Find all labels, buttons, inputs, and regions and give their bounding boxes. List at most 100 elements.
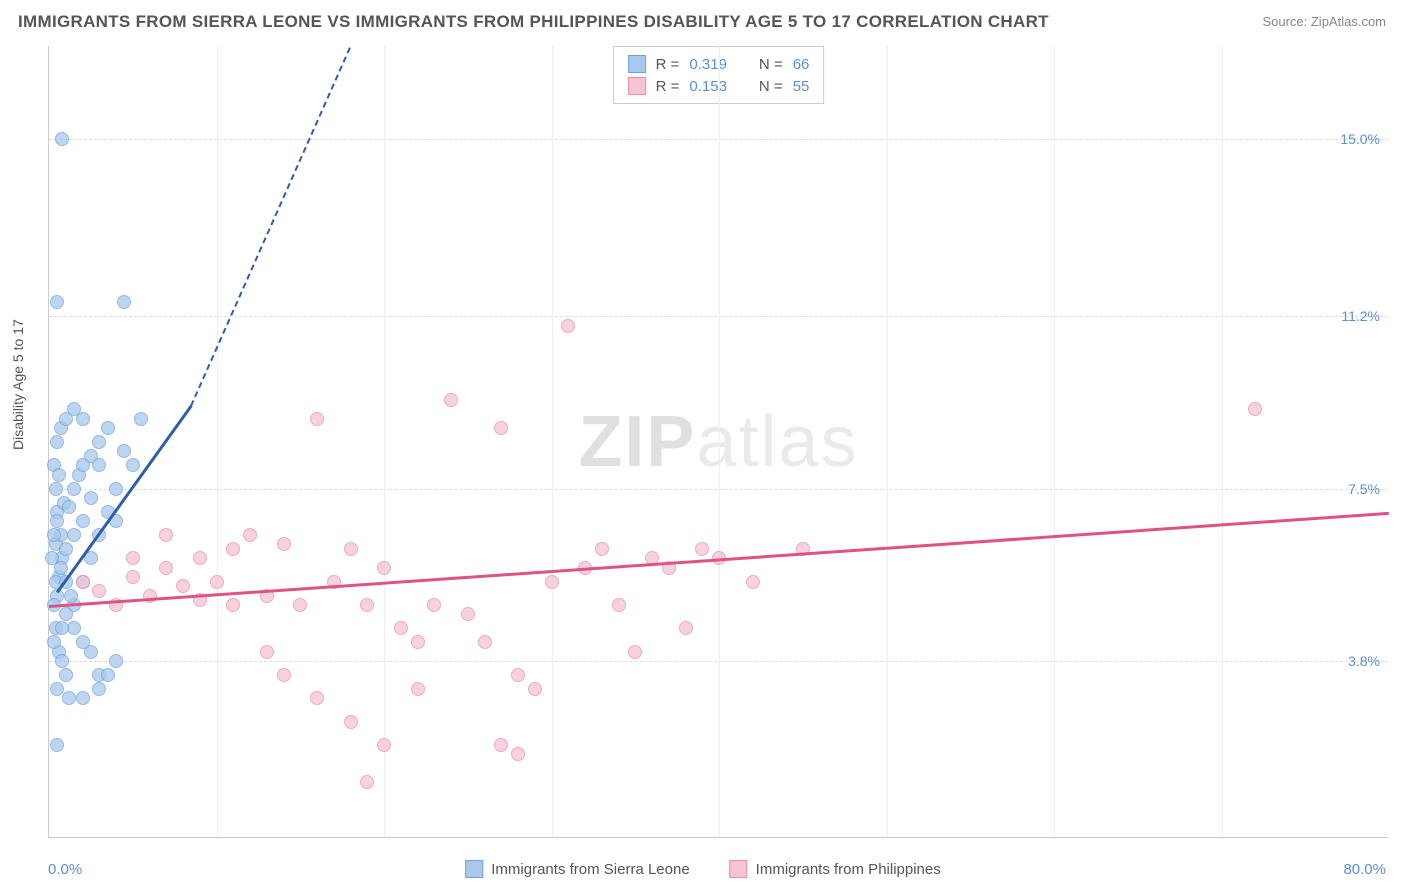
stat-r-label: R = <box>656 56 680 73</box>
legend-item: Immigrants from Philippines <box>730 860 941 878</box>
stat-r-label: R = <box>656 78 680 95</box>
stat-r-value: 0.319 <box>689 56 727 73</box>
scatter-point <box>210 575 224 589</box>
scatter-point <box>84 491 98 505</box>
legend-label: Immigrants from Sierra Leone <box>491 861 689 878</box>
scatter-point <box>126 551 140 565</box>
scatter-point <box>55 621 69 635</box>
scatter-point <box>76 575 90 589</box>
scatter-point <box>54 561 68 575</box>
scatter-point <box>595 542 609 556</box>
scatter-point <box>76 412 90 426</box>
scatter-point <box>360 775 374 789</box>
scatter-point <box>159 528 173 542</box>
gridline-vertical <box>887 46 888 837</box>
legend-swatch <box>628 55 646 73</box>
scatter-point <box>50 435 64 449</box>
scatter-point <box>193 551 207 565</box>
scatter-point <box>92 458 106 472</box>
scatter-point <box>411 682 425 696</box>
legend-swatch <box>628 77 646 95</box>
scatter-point <box>92 584 106 598</box>
chart-title: IMMIGRANTS FROM SIERRA LEONE VS IMMIGRAN… <box>18 12 1049 32</box>
x-axis-min: 0.0% <box>48 861 82 878</box>
scatter-point <box>444 393 458 407</box>
scatter-point <box>176 579 190 593</box>
gridline-vertical <box>1222 46 1223 837</box>
scatter-point <box>679 621 693 635</box>
y-tick-label: 11.2% <box>1341 308 1380 324</box>
scatter-point <box>109 482 123 496</box>
scatter-point <box>243 528 257 542</box>
scatter-point <box>511 668 525 682</box>
legend-item: Immigrants from Sierra Leone <box>465 860 689 878</box>
plot-area: ZIPatlas R =0.319N =66R =0.153N =55 3.8%… <box>48 46 1388 838</box>
scatter-point <box>55 132 69 146</box>
scatter-point <box>67 482 81 496</box>
y-tick-label: 7.5% <box>1348 481 1380 497</box>
legend-swatch <box>730 860 748 878</box>
gridline-vertical <box>552 46 553 837</box>
scatter-point <box>67 528 81 542</box>
scatter-point <box>47 528 61 542</box>
stat-r-value: 0.153 <box>689 78 727 95</box>
scatter-point <box>360 598 374 612</box>
watermark-light: atlas <box>696 402 858 482</box>
scatter-point <box>62 691 76 705</box>
stat-n-label: N = <box>759 56 783 73</box>
bottom-legend: Immigrants from Sierra Leone Immigrants f… <box>465 860 940 878</box>
scatter-point <box>511 747 525 761</box>
stat-n-value: 66 <box>793 56 810 73</box>
scatter-point <box>628 645 642 659</box>
scatter-point <box>260 645 274 659</box>
scatter-point <box>277 668 291 682</box>
legend-label: Immigrants from Philippines <box>756 861 941 878</box>
scatter-point <box>545 575 559 589</box>
scatter-point <box>494 421 508 435</box>
scatter-point <box>293 598 307 612</box>
watermark-bold: ZIP <box>578 402 696 482</box>
scatter-point <box>101 668 115 682</box>
scatter-point <box>47 635 61 649</box>
scatter-point <box>494 738 508 752</box>
scatter-point <box>117 295 131 309</box>
scatter-point <box>427 598 441 612</box>
gridline-vertical <box>217 46 218 837</box>
source-attribution: Source: ZipAtlas.com <box>1262 14 1386 29</box>
y-tick-label: 3.8% <box>1348 653 1380 669</box>
scatter-point <box>59 542 73 556</box>
scatter-point <box>92 435 106 449</box>
scatter-point <box>226 598 240 612</box>
scatter-point <box>64 589 78 603</box>
scatter-point <box>695 542 709 556</box>
stat-n-label: N = <box>759 78 783 95</box>
scatter-point <box>134 412 148 426</box>
scatter-point <box>461 607 475 621</box>
y-tick-label: 15.0% <box>1340 131 1380 147</box>
scatter-point <box>101 421 115 435</box>
scatter-point <box>59 607 73 621</box>
trend-line-extrapolated <box>190 47 351 407</box>
scatter-point <box>377 738 391 752</box>
legend-swatch <box>465 860 483 878</box>
scatter-point <box>411 635 425 649</box>
scatter-point <box>561 319 575 333</box>
scatter-point <box>746 575 760 589</box>
scatter-point <box>159 561 173 575</box>
scatter-point <box>50 738 64 752</box>
scatter-point <box>76 514 90 528</box>
scatter-point <box>377 561 391 575</box>
gridline-vertical <box>1054 46 1055 837</box>
x-axis-max: 80.0% <box>1343 861 1386 878</box>
scatter-point <box>612 598 626 612</box>
scatter-point <box>62 500 76 514</box>
scatter-point <box>310 412 324 426</box>
scatter-point <box>277 537 291 551</box>
y-axis-label: Disability Age 5 to 17 <box>10 319 26 450</box>
scatter-point <box>310 691 324 705</box>
scatter-point <box>76 691 90 705</box>
scatter-point <box>478 635 492 649</box>
scatter-point <box>109 654 123 668</box>
gridline-vertical <box>719 46 720 837</box>
scatter-point <box>226 542 240 556</box>
